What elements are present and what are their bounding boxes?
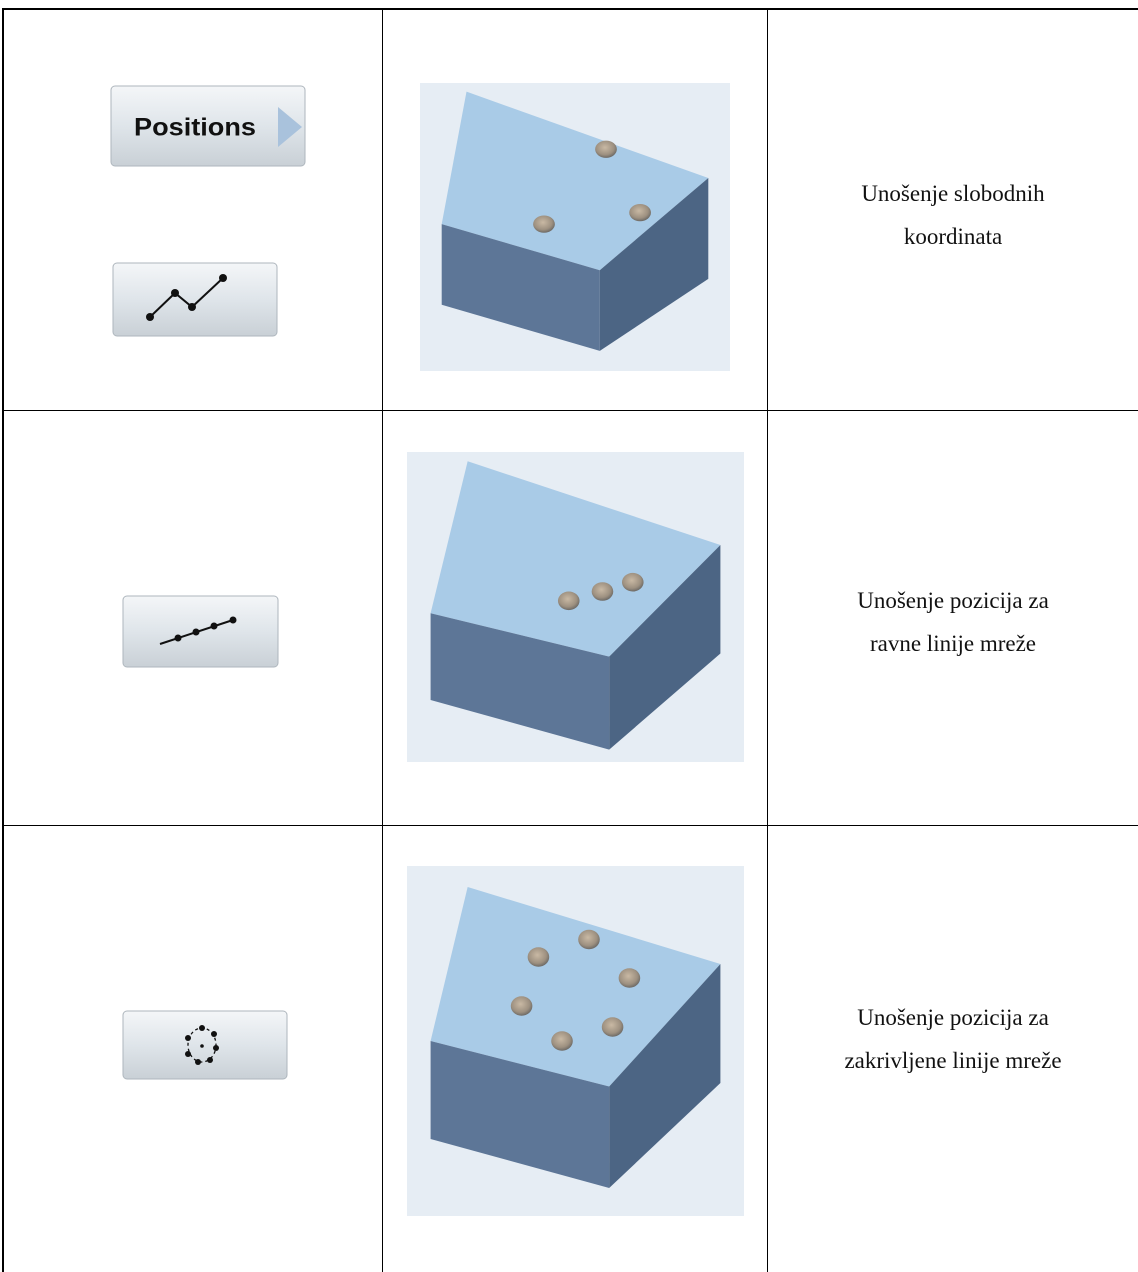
free-position-button[interactable] — [112, 262, 279, 339]
circle-button[interactable] — [122, 1010, 289, 1082]
line-button[interactable] — [122, 595, 280, 670]
description: Unošenje pozicija za ravne linije mreže — [770, 579, 1136, 665]
description: Unošenje pozicija za zakrivljene linije … — [770, 996, 1136, 1082]
description-line: Unošenje pozicija za — [857, 588, 1049, 613]
description-line: koordinata — [903, 224, 1003, 249]
block-image — [420, 83, 730, 371]
block-image — [407, 866, 744, 1216]
button-label: Positions — [134, 114, 256, 142]
block-image — [407, 452, 744, 762]
border — [767, 8, 768, 1272]
description-line: ravne linije mreže — [869, 631, 1037, 656]
border — [2, 410, 1138, 411]
border — [2, 825, 1138, 826]
positions-button[interactable]: Positions — [110, 85, 308, 169]
description-line: Unošenje pozicija za — [857, 1005, 1049, 1030]
description-line: Unošenje slobodnih — [861, 181, 1045, 206]
border — [2, 8, 1138, 10]
border — [2, 8, 4, 1272]
border — [382, 8, 383, 1272]
description-line: zakrivljene linije mreže — [844, 1048, 1062, 1073]
description: Unošenje slobodnih koordinata — [770, 172, 1136, 258]
